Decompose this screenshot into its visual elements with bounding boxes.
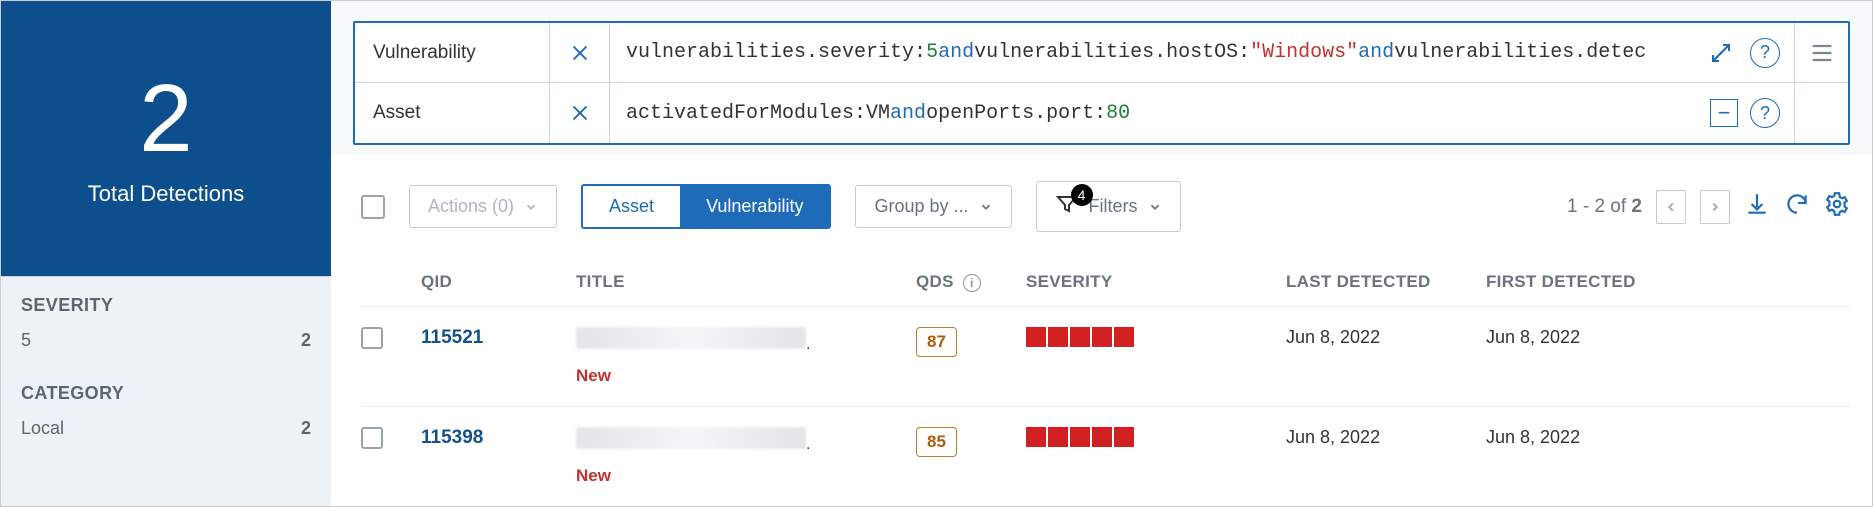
main: Vulnerability vulnerabilities.severity:5… [331,1,1872,506]
chevron-down-icon [979,200,993,214]
facet-severity-label: 5 [21,330,31,351]
first-detected: Jun 8, 2022 [1486,327,1686,348]
severity-cell [1026,327,1286,347]
search-row-asset: Asset activatedForModules:VM and openPor… [355,83,1848,143]
status-new: New [576,466,916,486]
qid-link[interactable]: 115398 [421,427,576,449]
facet-severity-header: SEVERITY [21,295,311,316]
help-icon[interactable]: ? [1750,98,1780,128]
chevron-down-icon [524,200,538,214]
search-row-label: Asset [355,83,550,143]
clear-query-button[interactable] [550,83,610,143]
next-page-button[interactable] [1700,190,1730,224]
info-icon[interactable]: i [963,274,981,292]
seg-asset[interactable]: Asset [583,186,680,227]
facet-severity-row[interactable]: 5 2 [21,326,311,369]
funnel-icon: 4 [1055,192,1079,221]
facets-panel: SEVERITY 5 2 CATEGORY Local 2 [1,276,331,506]
refresh-icon [1784,191,1810,217]
severity-cell [1026,427,1286,447]
help-icon[interactable]: ? [1750,38,1780,68]
status-new: New [576,366,916,386]
hamburger-icon [1808,39,1836,67]
qid-link[interactable]: 115521 [421,327,576,349]
close-icon [569,102,591,124]
facet-category-row[interactable]: Local 2 [21,414,311,457]
refresh-button[interactable] [1784,191,1810,223]
range-total: 2 [1631,196,1642,217]
sidebar: 2 Total Detections SEVERITY 5 2 CATEGORY… [1,1,331,506]
col-severity[interactable]: SEVERITY [1026,272,1286,292]
results-table: QID TITLE QDS i SEVERITY LAST DETECTED F… [331,238,1872,506]
chevron-left-icon [1664,200,1678,214]
facet-category-count: 2 [301,418,311,439]
actions-button[interactable]: Actions (0) [409,185,557,228]
severity-bars [1026,427,1286,447]
search-block: Vulnerability vulnerabilities.severity:5… [353,21,1850,145]
redacted-title [576,427,806,449]
severity-bars [1026,327,1286,347]
menu-button[interactable] [1794,23,1848,82]
toolbar-left: Actions (0) Asset Vulnerability Group by… [361,181,1181,232]
facet-severity-count: 2 [301,330,311,351]
search-row-label: Vulnerability [355,23,550,82]
title-cell: . New [576,327,916,386]
filters-button[interactable]: 4 Filters [1036,181,1181,232]
col-qds-label: QDS [916,272,954,291]
prev-page-button[interactable] [1656,190,1686,224]
seg-vulnerability[interactable]: Vulnerability [680,186,829,227]
table-row[interactable]: 115398 . New 85 Jun 8, 2022 Jun 8, 2022 [361,406,1850,506]
row-checkbox[interactable] [361,427,383,449]
col-first[interactable]: FIRST DETECTED [1486,272,1686,292]
table-header: QID TITLE QDS i SEVERITY LAST DETECTED F… [361,258,1850,306]
search-row-actions: ? [1690,23,1794,82]
results-range: 1 - 2 of 2 [1567,196,1642,218]
total-detections-count: 2 [139,71,192,167]
gear-icon [1824,191,1850,217]
col-qds[interactable]: QDS i [916,272,1026,292]
collapse-icon[interactable]: − [1710,99,1738,127]
total-detections-label: Total Detections [88,181,245,207]
groupby-button[interactable]: Group by ... [855,185,1011,228]
table-row[interactable]: 115521 . New 87 Jun 8, 2022 Jun 8, 2022 [361,306,1850,406]
toolbar: Actions (0) Asset Vulnerability Group by… [331,155,1872,238]
download-icon [1744,191,1770,217]
search-row-actions: − ? [1696,83,1794,143]
facet-category-label: Local [21,418,64,439]
title-cell: . New [576,427,916,486]
last-detected: Jun 8, 2022 [1286,427,1486,448]
search-row-vulnerability: Vulnerability vulnerabilities.severity:5… [355,23,1848,83]
close-icon [569,42,591,64]
search-area: Vulnerability vulnerabilities.severity:5… [331,1,1872,155]
actions-label: Actions (0) [428,196,514,217]
filters-label: Filters [1089,196,1138,217]
groupby-label: Group by ... [874,196,968,217]
download-button[interactable] [1744,191,1770,223]
qds-pill: 85 [916,427,957,457]
spacer [1794,83,1848,143]
filters-badge: 4 [1071,184,1093,206]
query-input[interactable]: vulnerabilities.severity:5 and vulnerabi… [610,23,1690,82]
chevron-right-icon [1708,200,1722,214]
redacted-title [576,327,806,349]
facet-category-header: CATEGORY [21,383,311,404]
query-input[interactable]: activatedForModules:VM and openPorts.por… [610,83,1696,143]
row-checkbox[interactable] [361,327,383,349]
qds-pill: 87 [916,327,957,357]
last-detected: Jun 8, 2022 [1286,327,1486,348]
expand-icon[interactable] [1704,36,1738,70]
col-last[interactable]: LAST DETECTED [1286,272,1486,292]
view-segment: Asset Vulnerability [581,184,831,229]
clear-query-button[interactable] [550,23,610,82]
toolbar-right: 1 - 2 of 2 [1567,190,1850,224]
chevron-down-icon [1148,200,1162,214]
col-title[interactable]: TITLE [576,272,916,292]
total-detections-card: 2 Total Detections [1,1,331,276]
select-all-checkbox[interactable] [361,195,385,219]
col-qid[interactable]: QID [421,272,576,292]
range-prefix: 1 - 2 of [1567,196,1631,217]
first-detected: Jun 8, 2022 [1486,427,1686,448]
settings-button[interactable] [1824,191,1850,223]
